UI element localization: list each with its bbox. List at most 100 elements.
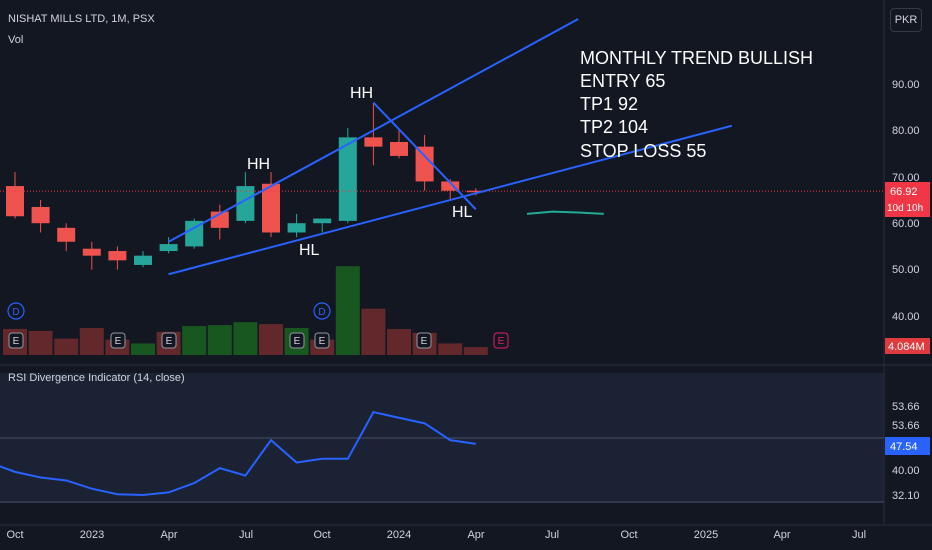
time-tick: 2024 (387, 529, 411, 541)
earnings-letter: E (13, 336, 20, 347)
note-line-4: TP2 104 (580, 117, 648, 137)
price-tick: 50.00 (892, 264, 920, 276)
candle-body (236, 186, 255, 221)
hl-label-1: HL (299, 242, 320, 259)
rsi-current-value: 47.54 (890, 441, 918, 453)
volume-bar (233, 322, 258, 355)
candle (108, 246, 127, 270)
candle-body (338, 137, 357, 221)
volume-bar (207, 325, 232, 355)
time-axis[interactable]: Oct 2023 Apr Jul Oct 2024 Apr Jul Oct 20… (6, 529, 866, 541)
earnings-marker[interactable]: E (314, 332, 330, 349)
earnings-markers[interactable]: E E E E E E E (8, 332, 509, 349)
earnings-marker[interactable]: E (161, 332, 177, 349)
time-tick: Apr (160, 529, 177, 541)
candle (82, 241, 101, 270)
volume-bar (361, 308, 386, 355)
trend-line[interactable] (168, 124, 733, 276)
candle-body (159, 244, 178, 252)
candle-body (185, 220, 204, 247)
candle (313, 218, 332, 233)
candle (134, 251, 152, 268)
time-tick: Oct (620, 529, 637, 541)
candle-body (6, 186, 24, 217)
candle (390, 130, 408, 159)
volume-bar (335, 266, 360, 355)
symbol-title[interactable]: NISHAT MILLS LTD, 1M, PSX (8, 13, 155, 25)
volume-bar (259, 324, 283, 355)
price-tick: 80.00 (892, 125, 920, 137)
candle (262, 172, 280, 238)
volume-value: 4.084M (888, 341, 925, 353)
earnings-marker-future[interactable]: E (493, 332, 509, 349)
time-tick: Jul (545, 529, 559, 541)
price-axis[interactable]: 90.00 80.00 70.00 60.00 50.00 40.00 (892, 79, 920, 323)
candlesticks (6, 102, 485, 270)
time-tick: Oct (6, 529, 23, 541)
note-line-3: TP1 92 (580, 94, 638, 114)
candle-body (31, 206, 50, 224)
candle-body (415, 146, 434, 182)
forecast-line (526, 210, 604, 215)
volume-bar (79, 327, 104, 355)
volume-bar (463, 347, 488, 355)
dividend-letter: D (318, 307, 325, 318)
volume-bar (387, 328, 411, 355)
candle-body (466, 190, 485, 193)
rsi-tick: 53.66 (892, 401, 920, 413)
price-tick: 40.00 (892, 311, 920, 323)
earnings-letter: E (319, 336, 326, 347)
candle-body (441, 181, 460, 191)
candle-body (390, 142, 408, 156)
note-line-1: MONTHLY TREND BULLISH (580, 48, 813, 68)
volume-bar (131, 343, 155, 355)
candle-body (82, 248, 101, 256)
volume-label: Vol (8, 34, 23, 46)
candle (415, 135, 434, 191)
rsi-value-badge: 47.54 (885, 437, 930, 455)
candle (57, 223, 76, 252)
candle (31, 200, 50, 233)
rsi-tick: 40.00 (892, 465, 920, 477)
trend-lines[interactable] (168, 18, 733, 276)
dividend-marker-2[interactable]: D (313, 302, 331, 320)
dividend-marker-1[interactable]: D (7, 302, 25, 320)
price-tick: 60.00 (892, 218, 920, 230)
earnings-marker[interactable]: E (110, 332, 126, 349)
time-tick: Jul (852, 529, 866, 541)
earnings-marker[interactable]: E (8, 332, 24, 349)
note-line-5: STOP LOSS 55 (580, 141, 706, 161)
rsi-indicator-title[interactable]: RSI Divergence Indicator (14, close) (8, 372, 185, 384)
note-line-2: ENTRY 65 (580, 71, 665, 91)
volume-bar (438, 343, 463, 355)
price-tick: 70.00 (892, 172, 920, 184)
rsi-axis[interactable]: 53.66 53.66 40.00 32.10 (892, 401, 920, 502)
volume-bar (182, 326, 207, 355)
trend-line[interactable] (372, 101, 477, 210)
earnings-marker[interactable]: E (289, 332, 305, 349)
candle-countdown: 10d 10h (887, 203, 923, 214)
dividend-letter: D (12, 307, 19, 318)
time-tick: 2025 (694, 529, 718, 541)
candle (236, 172, 255, 224)
candle (6, 172, 24, 219)
rsi-tick: 53.66 (892, 420, 920, 432)
volume-bar (28, 330, 53, 355)
volume-badge: 4.084M (885, 338, 930, 354)
volume-bar (54, 338, 79, 355)
time-tick: 2023 (80, 529, 104, 541)
current-price-value: 66.92 (890, 186, 918, 198)
candle (364, 102, 383, 166)
candle (338, 128, 357, 224)
hh-label-1: HH (247, 156, 270, 173)
candle-body (287, 223, 306, 233)
trend-line[interactable] (168, 18, 579, 243)
hh-label-2: HH (350, 85, 373, 102)
candle (185, 218, 204, 249)
earnings-marker[interactable]: E (416, 332, 432, 349)
currency-button[interactable]: PKR (890, 8, 922, 32)
candle (159, 237, 178, 254)
candle-body (57, 227, 76, 242)
price-tick: 90.00 (892, 79, 920, 91)
